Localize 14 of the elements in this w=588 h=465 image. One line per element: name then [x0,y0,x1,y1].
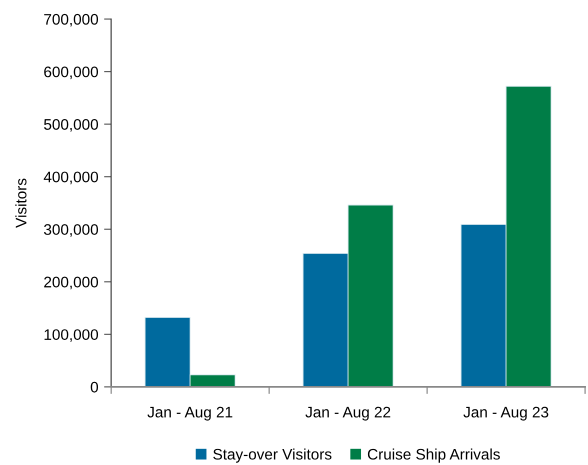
x-tick-label: Jan - Aug 23 [463,406,548,421]
y-tick-label: 400,000 [44,172,98,184]
x-tick-label: Jan - Aug 21 [147,406,232,421]
y-tick-label: 300,000 [44,224,98,237]
y-tick-label: 500,000 [44,119,98,132]
legend-label: Stay-over Visitors [213,448,332,463]
x-tick-label: Jan - Aug 22 [305,406,390,421]
y-tick-label: 600,000 [44,66,98,80]
y-tick-label: 100,000 [44,329,98,342]
y-tick-label: 200,000 [44,276,98,290]
y-axis-title: Visitors [15,178,27,228]
legend-label: Cruise Ship Arrivals [368,448,500,463]
y-tick-label: 0 [90,382,98,393]
y-tick-label: 700,000 [44,14,98,27]
